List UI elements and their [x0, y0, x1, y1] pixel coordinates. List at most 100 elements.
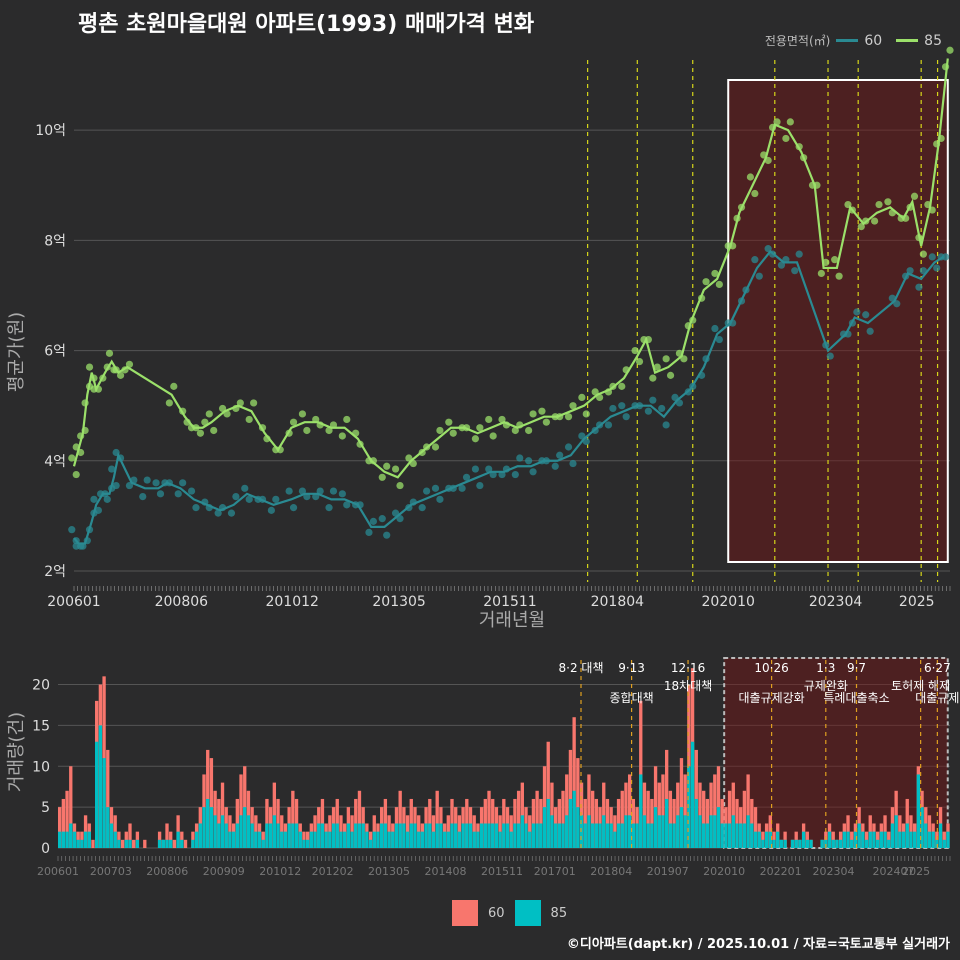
bar-85	[901, 831, 906, 848]
bar-85	[231, 831, 236, 848]
bar-85	[468, 823, 473, 848]
bar-85	[898, 831, 902, 848]
bar-60	[683, 774, 687, 848]
bar-60	[291, 790, 295, 848]
data-point-85	[471, 435, 480, 443]
bar-85	[831, 839, 835, 848]
bar-85	[487, 823, 491, 848]
bar-85	[61, 831, 66, 848]
bar-85	[442, 831, 447, 848]
chart-title: 평촌 초원마을대원 아파트(1993) 매매가격 변화	[78, 12, 535, 37]
data-point-60	[751, 256, 759, 264]
bar-85	[95, 741, 99, 848]
bar-85	[409, 823, 413, 848]
bar-85	[561, 823, 565, 848]
bar-85	[161, 839, 165, 848]
bar-60	[120, 839, 125, 848]
policy-date-label: 10·26	[754, 661, 788, 675]
bar-85	[113, 831, 117, 848]
data-point-60	[94, 506, 102, 514]
bar-85	[479, 823, 484, 848]
bar-85	[783, 839, 787, 848]
bar-60	[172, 839, 177, 848]
policy-name-label: 규제완화	[804, 679, 848, 693]
bar-85	[768, 831, 772, 848]
bar-85	[361, 823, 365, 848]
y-tick-label: 8억	[44, 233, 66, 249]
data-point-85	[817, 269, 825, 278]
data-point-85	[946, 46, 954, 54]
bar-85	[335, 823, 339, 848]
bar-85	[106, 807, 110, 848]
bar-85	[176, 831, 180, 848]
bar-85	[65, 831, 69, 848]
bar-85	[302, 839, 306, 848]
bar-x-tick-label: 202010	[703, 865, 745, 878]
bar-60	[180, 831, 184, 848]
bar-60	[668, 790, 673, 848]
bar-85	[690, 741, 695, 848]
bar-85	[498, 831, 502, 848]
bar-60	[746, 774, 750, 848]
bar-85	[354, 823, 358, 848]
x-axis-title: 거래년월	[479, 610, 545, 631]
bar-85	[809, 839, 813, 848]
bar-85	[224, 823, 228, 848]
bar-85	[883, 831, 887, 848]
bar-60	[794, 831, 798, 848]
bar-60	[132, 839, 136, 848]
policy-name-label: 종합대책	[610, 690, 654, 705]
bar-legend-label-60: 60	[488, 905, 505, 921]
data-point-60	[476, 481, 484, 490]
bar-85	[491, 823, 495, 848]
data-point-60	[156, 490, 165, 498]
bar-legend-swatch-60	[452, 900, 478, 926]
data-point-60	[711, 324, 719, 333]
bar-60	[487, 790, 491, 848]
data-point-85	[396, 481, 404, 490]
data-point-85	[578, 393, 586, 402]
bar-60	[124, 831, 128, 848]
bar-x-tick-label: 201804	[590, 865, 632, 878]
x-tick-label: 200806	[155, 594, 209, 610]
data-point-85	[489, 432, 497, 440]
bar-85	[590, 823, 595, 848]
y-tick-label: 2억	[44, 564, 66, 580]
bar-85	[798, 839, 802, 848]
bar-85	[764, 831, 769, 848]
bar-85	[761, 839, 765, 848]
bar-85	[935, 839, 939, 848]
bar-x-tick-label: 200909	[203, 865, 245, 878]
bar-85	[587, 815, 591, 848]
bar-x-tick-label: 201202	[312, 865, 354, 878]
bar-60	[761, 831, 765, 848]
bar-85	[346, 823, 351, 848]
policy-date-label: 9·7	[847, 661, 866, 675]
bar-85	[457, 831, 462, 848]
bar-y-tick-label: 20	[32, 678, 50, 694]
bar-85	[864, 839, 869, 848]
data-point-60	[143, 476, 151, 484]
data-point-60	[232, 492, 240, 501]
bar-x-tick-label: 201907	[647, 865, 689, 878]
bar-85	[739, 823, 743, 848]
bar-85	[857, 823, 861, 848]
bar-85	[109, 823, 114, 848]
bar-85	[117, 839, 121, 848]
bar-85	[324, 831, 328, 848]
data-point-85	[205, 410, 213, 418]
x-tick-label: 202304	[809, 594, 863, 610]
volume-legend: 60 85	[452, 900, 567, 926]
bar-85	[757, 831, 761, 848]
bar-85	[531, 823, 536, 848]
bar-85	[257, 831, 262, 848]
bar-85	[931, 831, 935, 848]
data-point-85	[165, 399, 173, 407]
bar-85	[694, 798, 698, 848]
data-point-60	[289, 504, 298, 512]
bar-85	[838, 839, 843, 848]
x-tick-label: 201012	[265, 594, 318, 610]
size-legend: 전용면적(㎡) 60 85	[765, 32, 950, 49]
bar-60	[239, 774, 243, 848]
bar-60	[80, 831, 84, 848]
